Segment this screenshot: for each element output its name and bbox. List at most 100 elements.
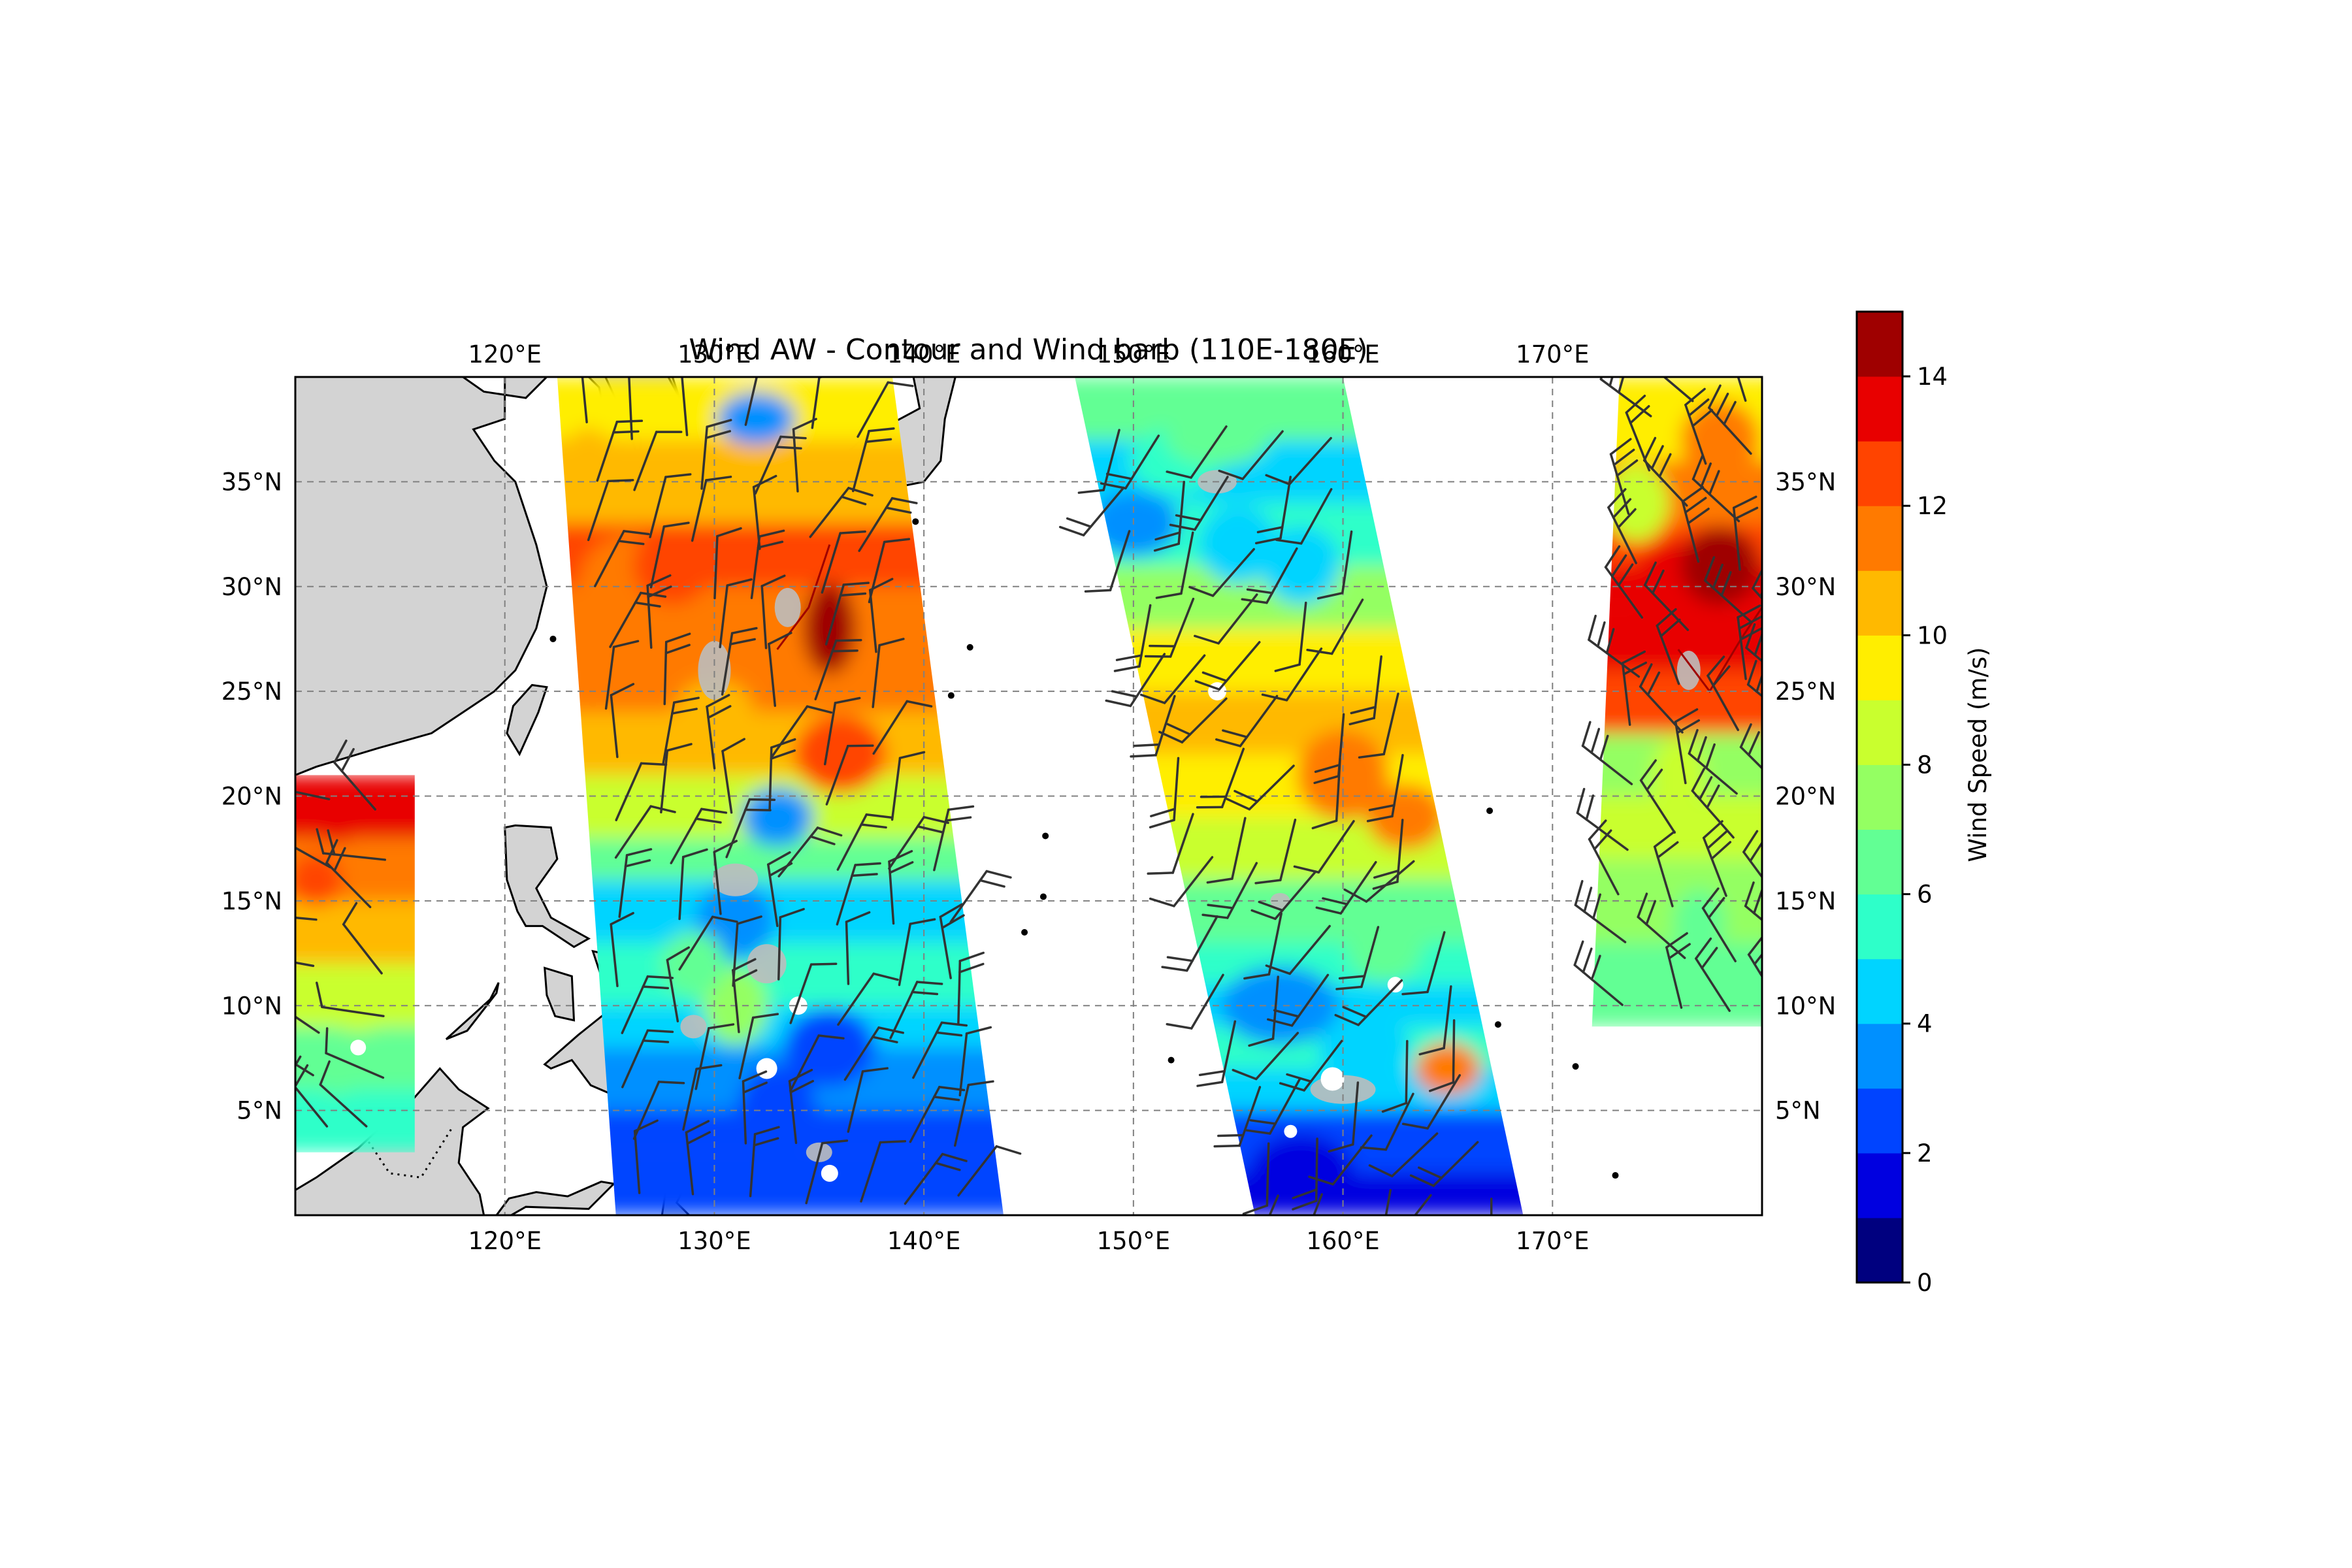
wind-barb xyxy=(904,1152,968,1205)
wind-barb xyxy=(958,1026,992,1097)
colorbar xyxy=(1855,310,1910,1284)
x-tick-label: 140°E xyxy=(887,1227,961,1255)
colorbar-label: Wind Speed (m/s) xyxy=(1964,647,1992,862)
wind-barb xyxy=(777,826,843,877)
colorbar-segment xyxy=(1857,570,1903,636)
wind-barb xyxy=(1279,1039,1343,1092)
wind-barb xyxy=(295,1062,314,1077)
wind-barb xyxy=(1588,819,1620,896)
wind-barb xyxy=(1308,1134,1373,1186)
wind-barb xyxy=(1161,915,1218,972)
wind-barb xyxy=(1243,912,1282,980)
wind-barb xyxy=(1242,1142,1270,1215)
wind-barb xyxy=(1250,870,1317,921)
wind-barb xyxy=(1708,384,1752,455)
wind-barb xyxy=(1642,436,1688,507)
wind-barb xyxy=(821,530,866,594)
wind-barb xyxy=(933,805,975,872)
wind-barb xyxy=(1785,324,1808,399)
wind-barb xyxy=(1149,856,1214,907)
wind-barb xyxy=(789,962,838,1024)
wind-barb xyxy=(750,529,785,600)
wind-barb xyxy=(666,946,690,1022)
wind-barb xyxy=(1707,655,1740,732)
colorbar-segment xyxy=(1857,1088,1903,1154)
y-tick-label: 10°N xyxy=(221,992,282,1020)
x-tick-label-top: 150°E xyxy=(1097,340,1171,368)
wind-barb xyxy=(316,828,387,861)
wind-barb xyxy=(1275,488,1333,545)
colorbar-segment xyxy=(1857,958,1903,1024)
wind-barb xyxy=(1166,973,1224,1030)
wind-barb xyxy=(1381,1039,1409,1113)
wind-barb xyxy=(721,738,745,814)
wind-barb xyxy=(1637,892,1686,959)
wind-barb xyxy=(1702,820,1732,897)
colorbar-tick-label: 10 xyxy=(1917,621,1948,649)
wind-barb xyxy=(836,862,881,926)
islet-17 xyxy=(1612,1172,1619,1179)
x-tick-label: 120°E xyxy=(468,1227,542,1255)
wind-barb xyxy=(295,961,315,968)
wind-barb xyxy=(898,918,936,987)
wind-barb xyxy=(1607,488,1637,564)
colorbar-frame xyxy=(1855,310,1904,1284)
wind-barb xyxy=(649,521,690,589)
wind-barb xyxy=(1335,926,1380,990)
wind-barb xyxy=(1695,937,1731,1012)
y-tick-label: 30°N xyxy=(221,573,282,601)
wind-barb xyxy=(1401,1074,1461,1130)
wind-barb xyxy=(732,915,762,987)
wind-barb xyxy=(1746,660,1762,698)
wind-barb xyxy=(949,870,1012,923)
islet-18 xyxy=(1486,807,1494,814)
wind-barb xyxy=(1188,547,1256,597)
wind-barb xyxy=(618,848,653,919)
wind-barb xyxy=(1639,759,1676,834)
wind-barb xyxy=(1293,820,1355,874)
wind-barb xyxy=(912,1021,968,1079)
wind-barb xyxy=(1267,973,1330,1027)
wind-barb xyxy=(587,479,634,542)
y-tick-label: 5°N xyxy=(237,1097,282,1125)
colorbar-tick-label: 12 xyxy=(1917,492,1948,520)
wind-barb xyxy=(1139,654,1206,704)
colorbar-segment xyxy=(1857,376,1903,442)
wind-barb xyxy=(1313,713,1345,785)
wind-barb xyxy=(852,427,895,493)
colorbar-segment xyxy=(1857,506,1903,571)
wind-barb xyxy=(823,696,861,766)
wind-barb xyxy=(295,791,331,800)
wind-barb xyxy=(662,696,700,765)
wind-barb xyxy=(1105,653,1166,708)
wind-barb xyxy=(1100,434,1160,490)
wind-barb xyxy=(681,377,689,436)
wind-barb xyxy=(770,705,833,759)
x-tick-label-top: 140°E xyxy=(887,340,961,368)
wind-barb xyxy=(1368,1132,1439,1178)
wind-barb xyxy=(621,1029,674,1088)
x-tick-label: 170°E xyxy=(1516,1227,1590,1255)
wind-barb xyxy=(1576,787,1629,851)
wind-barb xyxy=(744,377,759,426)
wind-barb xyxy=(843,1026,904,1081)
wind-barb xyxy=(610,683,635,759)
wind-barb xyxy=(1681,485,1710,563)
x-tick-label: 150°E xyxy=(1097,1227,1171,1255)
wind-barb xyxy=(691,476,732,542)
wind-barb xyxy=(1254,819,1297,885)
wind-barb xyxy=(825,744,874,806)
x-tick-label: 130°E xyxy=(678,1227,751,1255)
wind-barb xyxy=(760,574,786,649)
land-panay-negros xyxy=(544,966,576,1022)
wind-barb xyxy=(1573,940,1624,1006)
map-frame xyxy=(294,376,1763,1217)
wind-barb xyxy=(1639,663,1684,734)
y-tick-label-right: 30°N xyxy=(1775,573,1836,601)
wind-barb xyxy=(1077,429,1120,494)
colorbar-segment xyxy=(1857,894,1903,960)
wind-barb xyxy=(825,581,870,645)
wind-barb xyxy=(1384,1188,1392,1215)
y-tick-label: 15°N xyxy=(221,887,282,915)
wind-barb xyxy=(1343,860,1415,903)
